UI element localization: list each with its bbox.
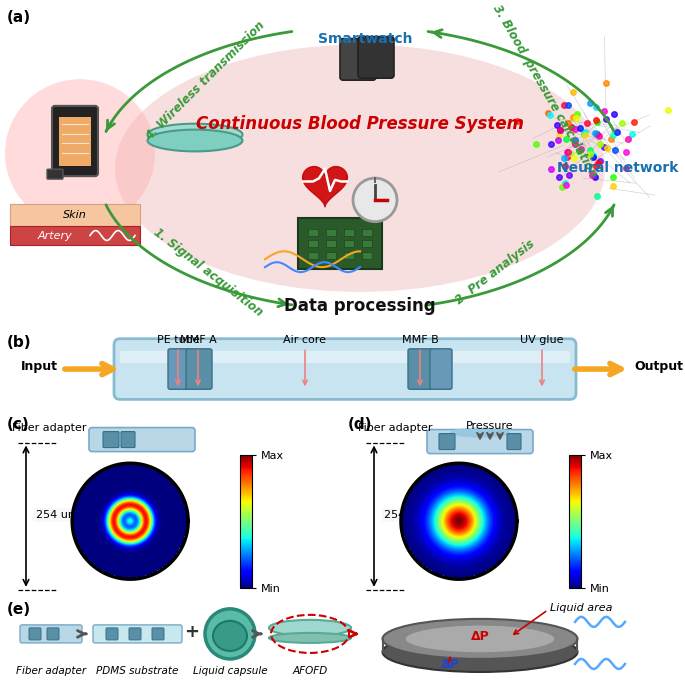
FancyBboxPatch shape <box>308 228 318 235</box>
Polygon shape <box>303 167 347 206</box>
FancyBboxPatch shape <box>430 348 452 389</box>
Text: 254 um: 254 um <box>384 510 427 520</box>
FancyBboxPatch shape <box>47 628 59 640</box>
Circle shape <box>5 79 155 228</box>
Ellipse shape <box>115 45 605 292</box>
FancyBboxPatch shape <box>298 217 382 269</box>
FancyBboxPatch shape <box>103 431 119 447</box>
FancyBboxPatch shape <box>47 169 63 179</box>
Text: Neural network: Neural network <box>558 161 679 175</box>
Text: (a): (a) <box>7 10 31 25</box>
Text: 1. Signal acquisition: 1. Signal acquisition <box>151 226 265 319</box>
Text: Continuous Blood Pressure System: Continuous Blood Pressure System <box>196 115 524 132</box>
FancyBboxPatch shape <box>121 431 135 447</box>
FancyBboxPatch shape <box>362 228 372 235</box>
Text: MMF B: MMF B <box>401 335 438 385</box>
Text: Pressure: Pressure <box>466 421 514 431</box>
Text: PE tube: PE tube <box>157 335 199 385</box>
Text: AFOFD: AFOFD <box>292 666 327 676</box>
FancyBboxPatch shape <box>10 204 140 226</box>
FancyBboxPatch shape <box>308 252 318 259</box>
FancyBboxPatch shape <box>340 38 376 80</box>
Text: Liquid capsule: Liquid capsule <box>192 666 267 676</box>
FancyBboxPatch shape <box>358 36 394 78</box>
Text: 4. Wireless transmission: 4. Wireless transmission <box>142 19 267 143</box>
FancyBboxPatch shape <box>326 241 336 248</box>
Text: Air core: Air core <box>284 335 327 385</box>
FancyBboxPatch shape <box>152 628 164 640</box>
FancyBboxPatch shape <box>439 434 455 449</box>
Text: (b): (b) <box>7 335 32 350</box>
Text: Input: Input <box>21 359 58 372</box>
FancyBboxPatch shape <box>344 241 354 248</box>
Ellipse shape <box>382 632 577 672</box>
Text: Fiber adapter: Fiber adapter <box>16 666 86 676</box>
Text: MMF A: MMF A <box>179 335 216 385</box>
Ellipse shape <box>147 130 242 152</box>
Ellipse shape <box>205 609 255 659</box>
FancyBboxPatch shape <box>326 228 336 235</box>
FancyBboxPatch shape <box>20 625 82 643</box>
FancyBboxPatch shape <box>29 628 41 640</box>
FancyBboxPatch shape <box>114 339 576 399</box>
FancyBboxPatch shape <box>93 625 182 643</box>
Ellipse shape <box>147 123 242 145</box>
Text: +: + <box>184 623 199 641</box>
Text: Data processing: Data processing <box>284 296 436 315</box>
Text: Fiber adapter: Fiber adapter <box>358 423 432 433</box>
Text: ΔP: ΔP <box>471 630 489 643</box>
FancyBboxPatch shape <box>344 252 354 259</box>
FancyBboxPatch shape <box>120 351 570 363</box>
Text: PDMS substrate: PDMS substrate <box>96 666 178 676</box>
FancyBboxPatch shape <box>326 252 336 259</box>
Text: (c): (c) <box>7 416 29 431</box>
Ellipse shape <box>382 619 577 659</box>
FancyBboxPatch shape <box>59 117 91 166</box>
FancyBboxPatch shape <box>362 252 372 259</box>
FancyBboxPatch shape <box>308 241 318 248</box>
FancyBboxPatch shape <box>106 628 118 640</box>
FancyBboxPatch shape <box>344 228 354 235</box>
Text: 2. Pre analysis: 2. Pre analysis <box>453 237 537 307</box>
Circle shape <box>353 178 397 222</box>
Text: Skin: Skin <box>63 210 87 220</box>
Ellipse shape <box>269 633 351 643</box>
Text: 254 um: 254 um <box>36 510 79 520</box>
Text: Smartwatch: Smartwatch <box>318 32 412 46</box>
FancyBboxPatch shape <box>89 427 195 451</box>
Text: (e): (e) <box>7 602 31 617</box>
Text: UV glue: UV glue <box>520 335 564 385</box>
FancyBboxPatch shape <box>507 434 521 449</box>
FancyBboxPatch shape <box>362 241 372 248</box>
Text: 3. Blood  pressure calculation: 3. Blood pressure calculation <box>490 2 600 180</box>
FancyBboxPatch shape <box>427 429 533 453</box>
FancyBboxPatch shape <box>10 226 140 246</box>
FancyBboxPatch shape <box>408 348 434 389</box>
Text: ΔP: ΔP <box>440 658 460 671</box>
Ellipse shape <box>269 620 351 636</box>
Ellipse shape <box>213 621 247 651</box>
FancyBboxPatch shape <box>129 628 141 640</box>
Text: Fiber adapter: Fiber adapter <box>12 423 86 433</box>
FancyBboxPatch shape <box>186 348 212 389</box>
Ellipse shape <box>405 625 555 653</box>
Text: Liquid area: Liquid area <box>550 603 612 613</box>
Text: Output: Output <box>634 359 683 372</box>
Ellipse shape <box>450 427 510 438</box>
FancyBboxPatch shape <box>52 106 98 176</box>
Text: (d): (d) <box>348 416 373 431</box>
Text: Artery: Artery <box>38 230 73 241</box>
FancyBboxPatch shape <box>168 348 190 389</box>
